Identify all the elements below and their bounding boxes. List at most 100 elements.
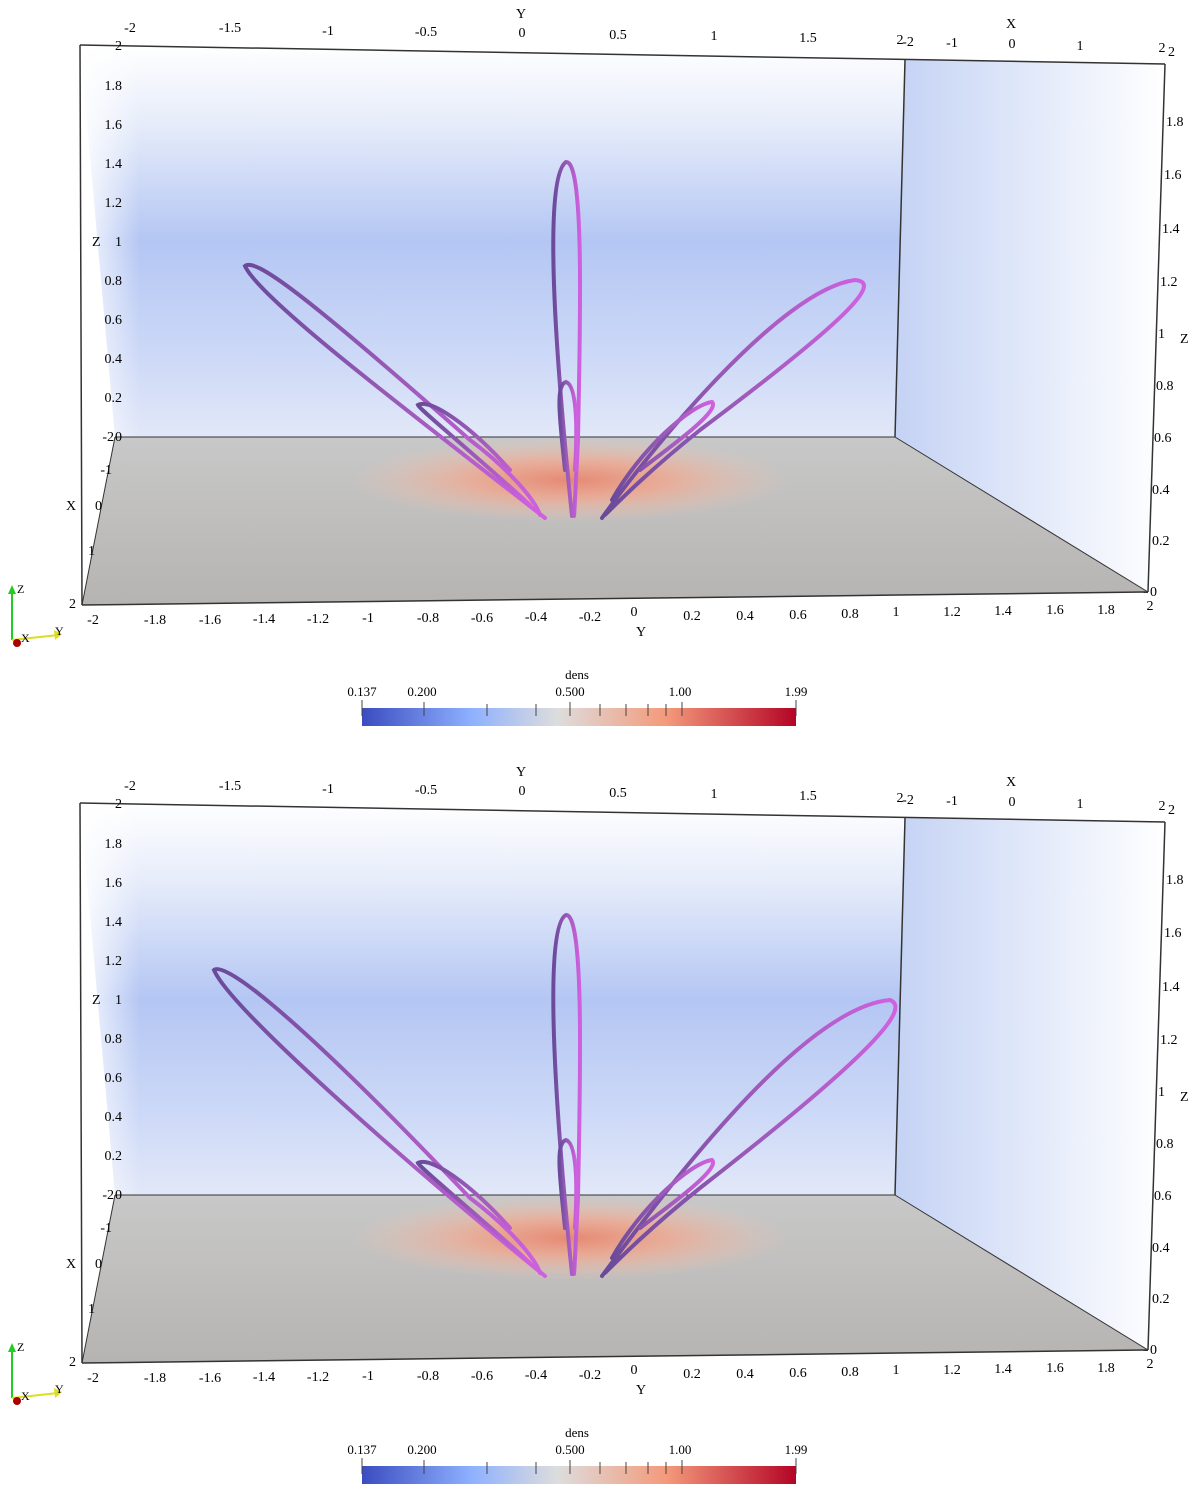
tick-label: 1 <box>710 787 718 802</box>
tick-label: 0.5 <box>609 28 627 43</box>
tick-label: -1 <box>362 1369 374 1384</box>
tick-label: -1.8 <box>143 613 167 628</box>
tick-label: 2 <box>896 791 904 806</box>
tick-label: 1.4 <box>1162 222 1180 237</box>
axis-title: Y <box>636 1383 647 1398</box>
bounding-box <box>79 802 1166 1364</box>
colorbar-tick: 0.500 <box>555 684 585 699</box>
tick-label: 0.4 <box>736 609 754 624</box>
tick-label: 0.8 <box>1156 1137 1174 1152</box>
tick-label: 1.2 <box>1160 1033 1178 1048</box>
tick-label: 1.8 <box>104 79 123 94</box>
tick-label: 0.6 <box>1154 431 1172 446</box>
tick-label: 0 <box>95 1257 102 1272</box>
tick-label: 1 <box>892 1363 900 1378</box>
tick-label: 1 <box>115 993 122 1008</box>
tick-label: -0.6 <box>470 611 494 626</box>
tick-label: -0.4 <box>524 610 548 625</box>
tick-label: -1.2 <box>306 1370 330 1385</box>
tick-label: 1.6 <box>104 876 123 891</box>
tick-label: -0.2 <box>578 610 602 625</box>
tick-label: -0.4 <box>524 1368 548 1383</box>
tick-label: 0.2 <box>1152 534 1170 549</box>
tick-label: -1 <box>322 24 334 39</box>
tick-label: 0 <box>1008 37 1016 52</box>
tick-label: 0.4 <box>104 352 123 367</box>
colorbar-tick: 0.200 <box>407 1442 437 1457</box>
tick-label: 0.2 <box>104 391 123 406</box>
tick-label: 1 <box>88 544 95 559</box>
tick-label: 1.2 <box>943 1363 961 1378</box>
loop-right-large <box>600 277 866 520</box>
tick-label: 1.6 <box>1046 603 1064 618</box>
loop-left-small <box>415 401 532 507</box>
tick-label: 1 <box>115 235 122 250</box>
panel-bottom: -2 -1.5 -1 -0.5 0 0.5 1 1.5 2 Y -2 -1 0 … <box>0 758 1200 1503</box>
tick-label: 0.4 <box>1152 1241 1170 1256</box>
tick-label: -1 <box>362 611 374 626</box>
tick-label: 0.2 <box>104 1149 123 1164</box>
left-edge-fade <box>80 803 140 1198</box>
tick-label: 1.4 <box>994 604 1012 619</box>
tick-label: -2 <box>87 613 99 628</box>
tick-label: 1 <box>892 605 900 620</box>
tick-label: -0.8 <box>416 1369 440 1384</box>
tick-label: -1.5 <box>218 21 242 36</box>
tick-label: 1.2 <box>1160 275 1178 290</box>
right-wall <box>895 60 1165 592</box>
tick-label: 0.2 <box>1152 1292 1170 1307</box>
colorbar-tick: 0.137 <box>347 1442 377 1457</box>
axis-title: Y <box>516 765 527 780</box>
tick-label: 1.6 <box>1046 1361 1064 1376</box>
axis-title: Y <box>636 625 647 640</box>
panel-top: -2 -1.5 -1 -0.5 0 0.5 1 1.5 2 Y -2 -1 0 … <box>0 0 1200 745</box>
tick-label: -2 <box>902 35 914 50</box>
tick-label: 1.2 <box>104 954 123 969</box>
bounding-box <box>79 44 1166 606</box>
orient-y-label: Y <box>55 624 64 638</box>
tick-label: -1.5 <box>218 779 242 794</box>
tick-label: 1 <box>88 1302 95 1317</box>
tick-label: 1.5 <box>799 31 817 46</box>
tick-label: 0 <box>518 26 526 41</box>
tick-label: -0.2 <box>578 1368 602 1383</box>
tick-label: -1.2 <box>306 612 330 627</box>
tick-label: -1.4 <box>252 612 276 627</box>
tick-label: 2 <box>115 797 122 812</box>
tick-label: 0.2 <box>683 1367 701 1382</box>
orient-y-label: Y <box>55 1382 64 1396</box>
orientation-triad <box>8 1343 62 1405</box>
tick-label: -1.8 <box>143 1371 167 1386</box>
axis-title: Y <box>516 7 527 22</box>
tick-label: 1.6 <box>1164 926 1182 941</box>
tick-label: -1.6 <box>198 1371 222 1386</box>
orient-x-label: X <box>21 631 30 645</box>
colorbar-tick: 0.500 <box>555 1442 585 1457</box>
tick-label: 0 <box>1008 795 1016 810</box>
tick-label: -1.6 <box>198 613 222 628</box>
field-lines <box>211 912 898 1278</box>
tick-label: 1.4 <box>1162 980 1180 995</box>
tick-label: -2 <box>902 793 914 808</box>
colorbar-tick: 0.137 <box>347 684 377 699</box>
tick-label: 0.8 <box>104 1032 123 1047</box>
colorbar-tick: 1.99 <box>784 1442 808 1457</box>
tick-label: -1 <box>100 1221 112 1236</box>
axis-title: X <box>66 499 77 514</box>
tick-label: 2 <box>1158 41 1166 56</box>
axis-title: Z <box>92 993 101 1008</box>
tick-label: -2 <box>102 1188 114 1203</box>
tick-label: 2 <box>69 597 76 612</box>
tick-label: 2 <box>115 39 122 54</box>
tick-label: 1.2 <box>104 196 123 211</box>
tick-label: 2 <box>69 1355 76 1370</box>
right-wall <box>895 818 1165 1350</box>
tick-label: 2 <box>1146 1357 1154 1372</box>
tick-label: 2 <box>896 33 904 48</box>
axis-title: X <box>1006 17 1017 32</box>
tick-label: 2 <box>1146 599 1154 614</box>
tick-label: -2 <box>87 1371 99 1386</box>
tick-label: -0.5 <box>414 25 438 40</box>
tick-label: 1.4 <box>104 157 123 172</box>
colorbar-tick: 1.99 <box>784 684 808 699</box>
